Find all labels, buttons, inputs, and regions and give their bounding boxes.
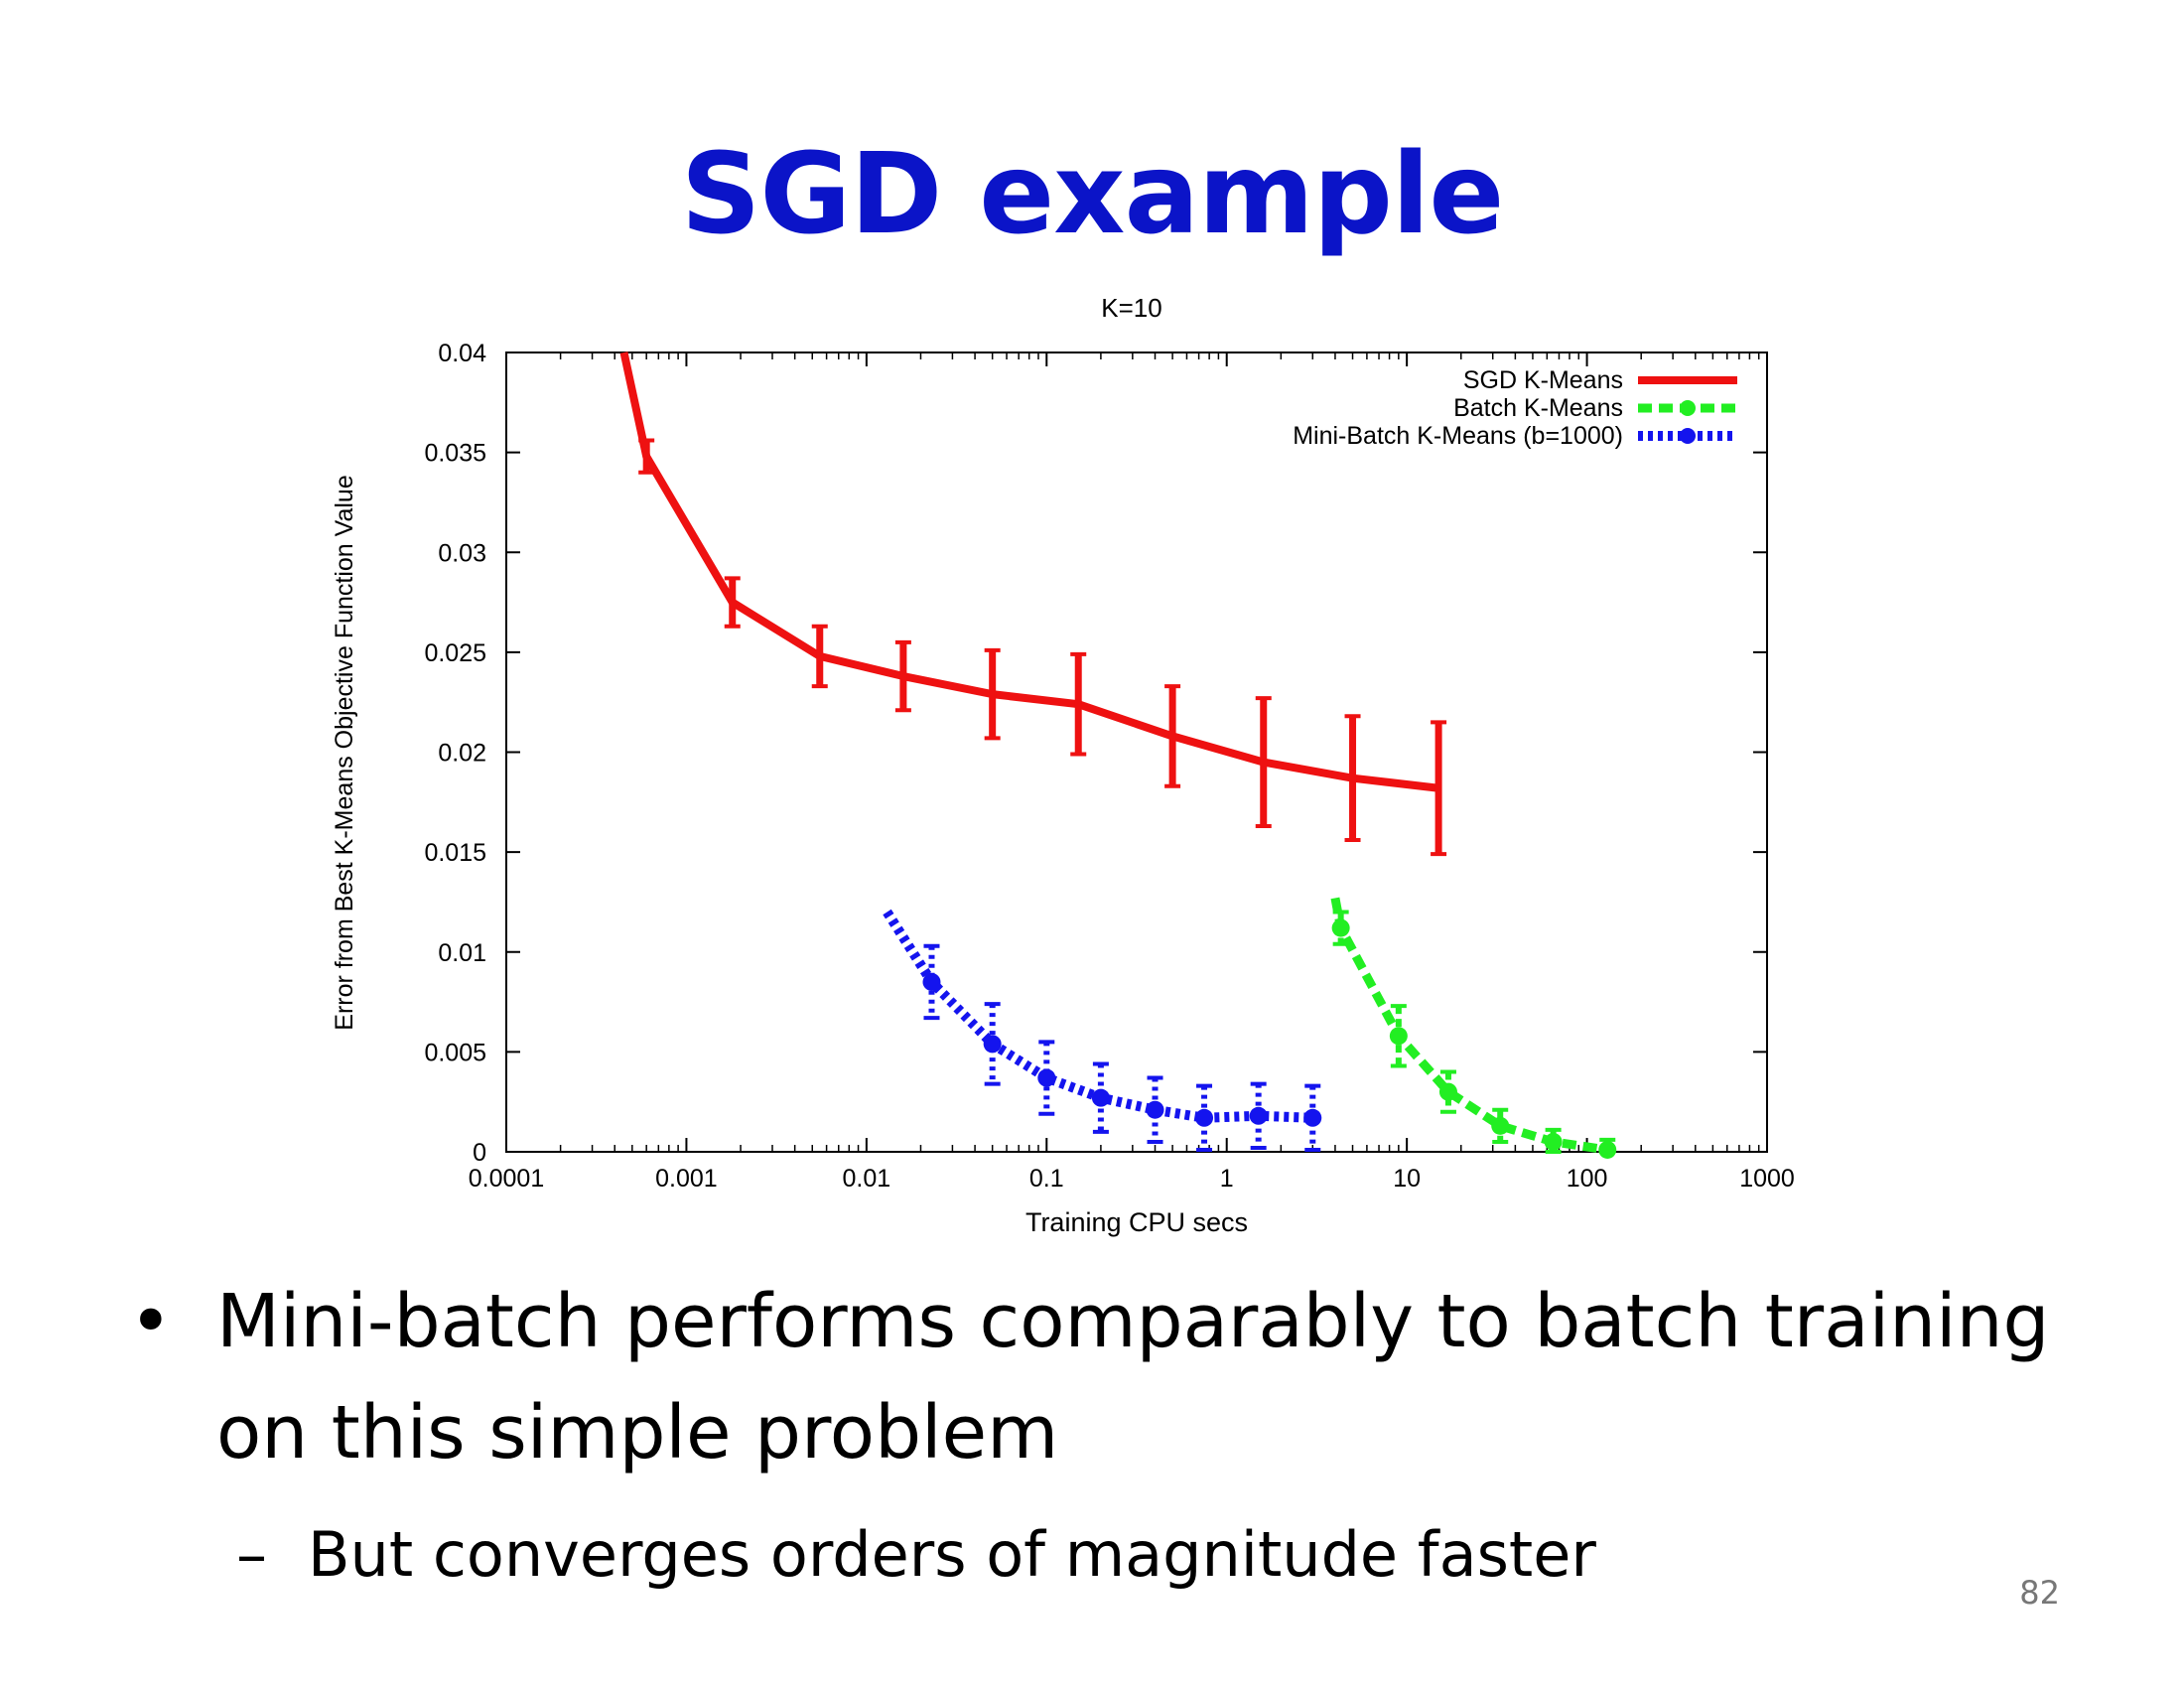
data-point [1146, 1100, 1164, 1119]
data-point [1195, 1108, 1214, 1127]
y-tick-label: 0.015 [424, 839, 486, 867]
data-point [1389, 1027, 1408, 1046]
series-group [883, 909, 1322, 1152]
legend-label: SGD K-Means [1463, 366, 1623, 394]
sub-bullet-text: But converges orders of magnitude faster [308, 1518, 1596, 1591]
sub-bullet-item: – But converges orders of magnitude fast… [236, 1510, 2065, 1600]
series-line [883, 909, 1313, 1123]
x-tick-label: 0.001 [655, 1165, 718, 1193]
data-point [983, 1035, 1002, 1054]
series-line [1330, 897, 1608, 1155]
x-tick-label: 10 [1393, 1165, 1421, 1193]
plot-frame [505, 352, 1768, 1153]
page-number: 82 [2019, 1574, 2060, 1612]
legend-label: Mini-Batch K-Means (b=1000) [1293, 422, 1623, 450]
data-point [1544, 1132, 1563, 1151]
y-tick-label: 0.03 [438, 539, 486, 567]
slide-title: SGD example [680, 130, 1505, 259]
series-group [619, 352, 1447, 857]
data-point [1037, 1068, 1056, 1087]
y-tick-label: 0.035 [424, 440, 486, 468]
data-point [1438, 1082, 1457, 1101]
x-tick-label: 0.0001 [469, 1165, 544, 1193]
data-point [1598, 1140, 1617, 1159]
chart-title: K=10 [1101, 293, 1161, 323]
bullet-item: • Mini-batch performs comparably to batc… [129, 1266, 2065, 1488]
y-tick-label: 0.02 [438, 740, 486, 768]
data-point [1091, 1088, 1110, 1107]
data-point [1249, 1106, 1268, 1125]
x-axis-label: Training CPU secs [1025, 1207, 1248, 1237]
x-tick-label: 1 [1220, 1165, 1234, 1193]
bullet-dot: • [129, 1279, 173, 1364]
x-tick-label: 100 [1567, 1165, 1608, 1193]
series-group [1330, 897, 1617, 1159]
x-tick-label: 0.01 [843, 1165, 891, 1193]
x-tick-label: 1000 [1739, 1165, 1795, 1193]
bullet-text: Mini-batch performs comparably to batch … [216, 1279, 2050, 1476]
x-tick-label: 0.1 [1029, 1165, 1064, 1193]
legend-marker [1680, 400, 1696, 416]
legend-marker [1680, 428, 1696, 444]
series-line [619, 352, 1439, 792]
data-point [1491, 1116, 1510, 1135]
y-tick-label: 0.04 [438, 340, 486, 367]
y-tick-label: 0 [473, 1139, 486, 1167]
sub-bullet-dash: – [236, 1518, 267, 1591]
data-point [922, 972, 941, 991]
bullet-list: • Mini-batch performs comparably to batc… [129, 1266, 2065, 1600]
y-tick-label: 0.01 [438, 939, 486, 967]
y-tick-label: 0.005 [424, 1039, 486, 1066]
data-point [1303, 1108, 1322, 1127]
data-point [1331, 918, 1350, 937]
y-axis-label: Error from Best K-Means Objective Functi… [331, 475, 358, 1030]
legend-label: Batch K-Means [1453, 394, 1623, 422]
y-tick-label: 0.025 [424, 639, 486, 667]
kmeans-error-chart: K=10 0 0.005 0.01 0.015 0.02 0.025 0.03 0.035 0.… [331, 293, 1795, 1237]
